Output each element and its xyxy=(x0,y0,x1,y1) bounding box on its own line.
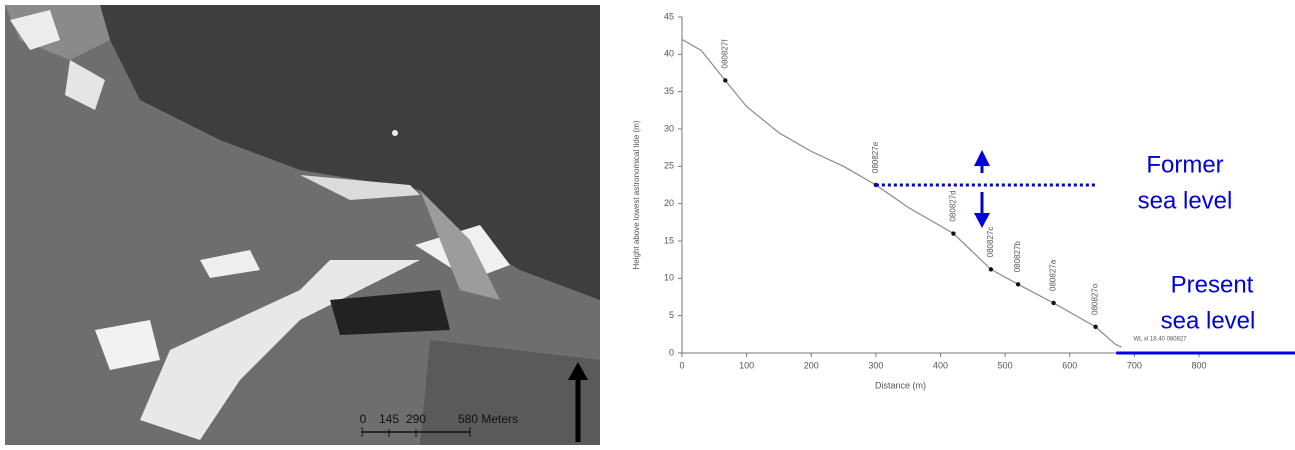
aerial-photo: 0 145 290 580 Meters xyxy=(5,5,600,445)
x-tick-label: 0 xyxy=(679,360,684,370)
sample-point xyxy=(1015,282,1021,287)
scale-label: 580 Meters xyxy=(458,412,518,426)
sample-label: 080827e xyxy=(871,141,880,173)
annotation: Present xyxy=(1171,271,1254,298)
x-tick-label: 800 xyxy=(1191,360,1206,370)
y-tick-label: 45 xyxy=(664,11,674,21)
annotation: sea level xyxy=(1138,187,1233,214)
y-tick-label: 40 xyxy=(664,49,674,59)
scale-label: 145 xyxy=(379,412,399,426)
sample-label: 080827a xyxy=(1049,259,1058,291)
arrow-down xyxy=(974,213,990,228)
sample-point xyxy=(951,231,956,236)
y-tick-label: 15 xyxy=(664,235,674,245)
scale-label: 290 xyxy=(406,412,426,426)
arrow-up xyxy=(974,150,990,166)
y-tick-label: 20 xyxy=(664,198,674,208)
x-tick-label: 700 xyxy=(1127,360,1142,370)
sample-label: 080827f xyxy=(720,39,729,69)
annotation: Former xyxy=(1146,151,1223,178)
y-tick-label: 25 xyxy=(664,161,674,171)
y-tick-label: 30 xyxy=(664,123,674,133)
x-tick-label: 500 xyxy=(998,360,1013,370)
y-tick-label: 35 xyxy=(664,86,674,96)
x-axis-label: Distance (m) xyxy=(875,380,926,390)
sample-label: 080827d xyxy=(949,190,958,221)
sample-point xyxy=(1051,300,1056,306)
sample-label: 080827b xyxy=(1013,241,1022,273)
sample-label: 080827c xyxy=(986,227,995,258)
tide-label: WL xl 18.40 080827 xyxy=(1133,337,1187,343)
sample-label: 080827o xyxy=(1091,283,1100,315)
x-tick-label: 600 xyxy=(1062,360,1077,370)
y-tick-label: 5 xyxy=(669,310,674,320)
x-tick-label: 200 xyxy=(804,360,819,370)
y-axis-label: Height above lowest astronomical tide (m… xyxy=(632,120,641,269)
profile-line xyxy=(681,38,1122,348)
y-tick-label: 10 xyxy=(664,273,674,283)
sample-point xyxy=(988,267,994,272)
annotation: sea level xyxy=(1161,307,1256,334)
sample-point xyxy=(1093,324,1098,330)
y-tick-label: 0 xyxy=(669,347,674,357)
x-tick-label: 300 xyxy=(868,360,883,370)
x-tick-label: 400 xyxy=(933,360,948,370)
scale-label: 0 xyxy=(360,412,367,426)
sample-point xyxy=(723,78,728,83)
x-tick-label: 100 xyxy=(739,360,754,370)
